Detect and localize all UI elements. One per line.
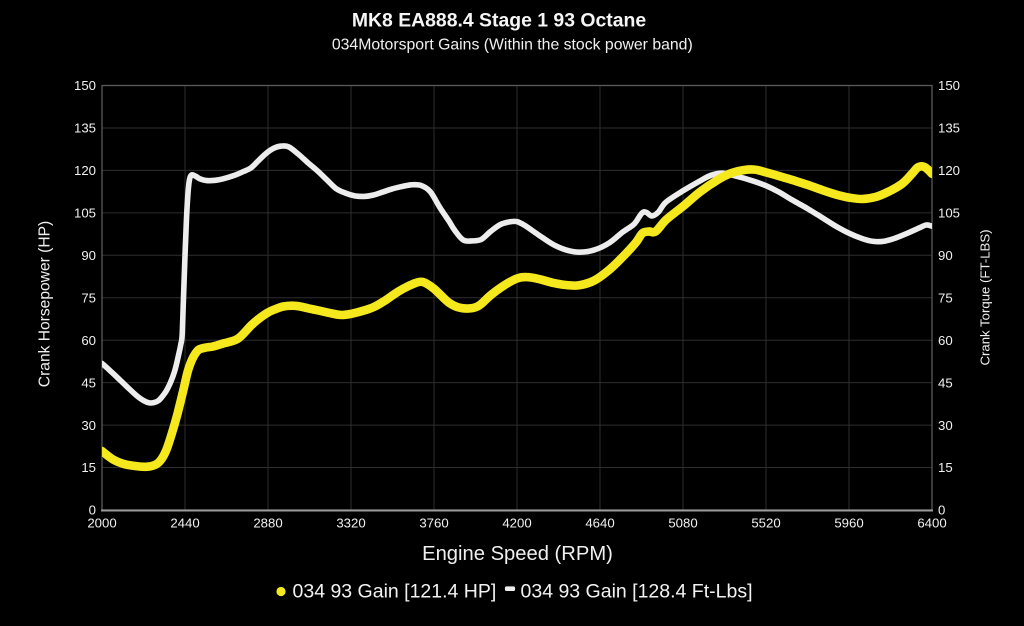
svg-text:135: 135 bbox=[74, 121, 96, 136]
svg-text:3760: 3760 bbox=[419, 516, 448, 531]
svg-text:5960: 5960 bbox=[834, 516, 863, 531]
svg-text:120: 120 bbox=[74, 163, 96, 178]
svg-text:Crank Torque (FT-LBS): Crank Torque (FT-LBS) bbox=[978, 229, 993, 365]
svg-text:2440: 2440 bbox=[170, 516, 199, 531]
svg-text:034 93 Gain [128.4 Ft-Lbs]: 034 93 Gain [128.4 Ft-Lbs] bbox=[521, 581, 753, 603]
svg-text:15: 15 bbox=[938, 460, 953, 475]
svg-text:150: 150 bbox=[938, 78, 960, 93]
svg-text:150: 150 bbox=[74, 78, 96, 93]
svg-text:30: 30 bbox=[81, 418, 96, 433]
svg-text:6400: 6400 bbox=[917, 516, 946, 531]
svg-text:60: 60 bbox=[81, 333, 96, 348]
svg-text:105: 105 bbox=[74, 206, 96, 221]
svg-text:Crank Horsepower (HP): Crank Horsepower (HP) bbox=[37, 221, 54, 387]
svg-text:120: 120 bbox=[938, 163, 960, 178]
svg-text:75: 75 bbox=[938, 290, 953, 305]
svg-text:5520: 5520 bbox=[751, 516, 780, 531]
svg-text:30: 30 bbox=[938, 418, 953, 433]
svg-text:2880: 2880 bbox=[253, 516, 282, 531]
svg-text:135: 135 bbox=[938, 121, 960, 136]
svg-text:5080: 5080 bbox=[668, 516, 697, 531]
svg-text:4200: 4200 bbox=[502, 516, 531, 531]
svg-text:MK8 EA888.4 Stage 1 93 Octane: MK8 EA888.4 Stage 1 93 Octane bbox=[352, 10, 646, 32]
svg-text:Engine Speed (RPM): Engine Speed (RPM) bbox=[422, 543, 613, 565]
svg-text:60: 60 bbox=[938, 333, 953, 348]
svg-text:034 93 Gain [121.4 HP]: 034 93 Gain [121.4 HP] bbox=[293, 581, 497, 603]
svg-text:105: 105 bbox=[938, 206, 960, 221]
svg-text:90: 90 bbox=[81, 248, 96, 263]
svg-text:90: 90 bbox=[938, 248, 953, 263]
svg-text:45: 45 bbox=[938, 375, 953, 390]
svg-text:0: 0 bbox=[938, 503, 945, 518]
svg-text:75: 75 bbox=[81, 290, 96, 305]
svg-text:4640: 4640 bbox=[585, 516, 614, 531]
svg-text:034Motorsport Gains (Within th: 034Motorsport Gains (Within the stock po… bbox=[332, 37, 693, 54]
svg-text:2000: 2000 bbox=[87, 516, 116, 531]
svg-text:0: 0 bbox=[89, 503, 96, 518]
svg-text:3320: 3320 bbox=[336, 516, 365, 531]
svg-text:45: 45 bbox=[81, 375, 96, 390]
svg-text:15: 15 bbox=[81, 460, 96, 475]
